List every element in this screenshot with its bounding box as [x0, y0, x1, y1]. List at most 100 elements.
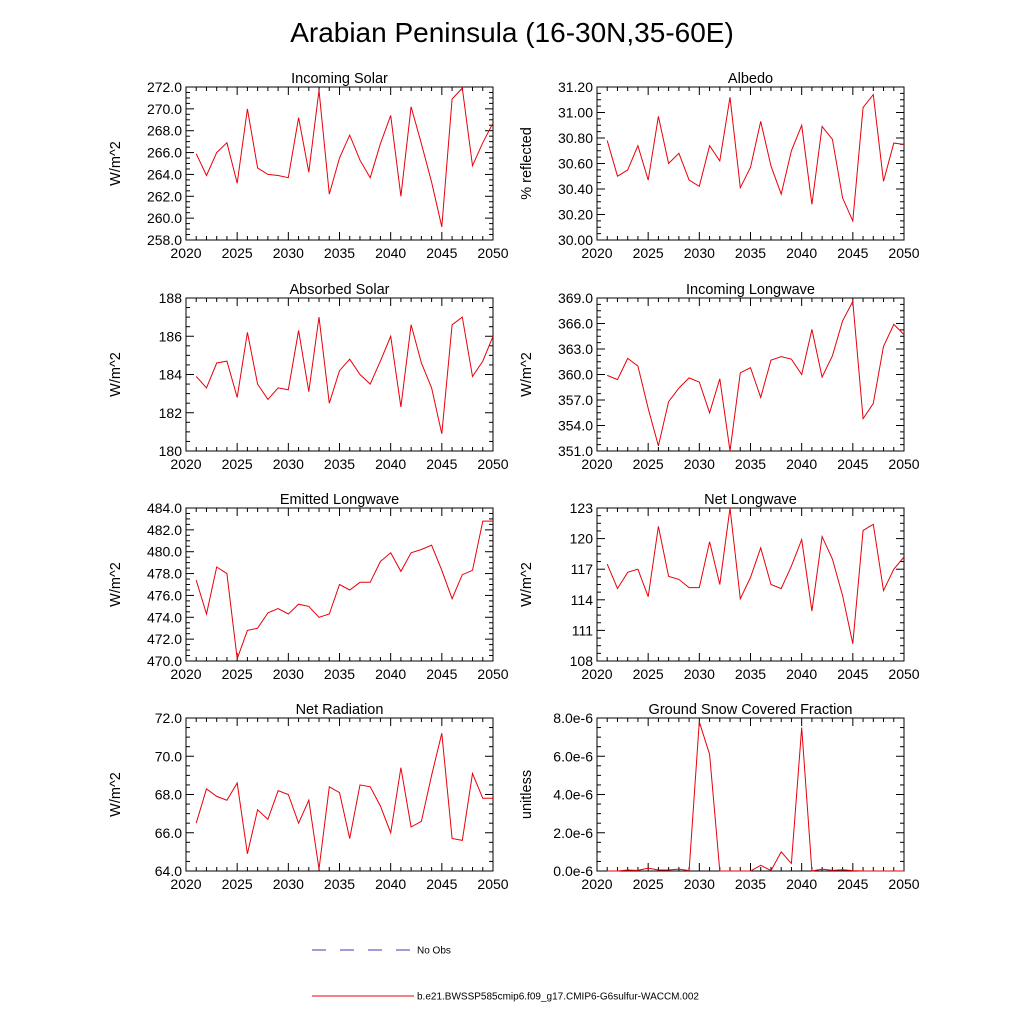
x-tick-label: 2035: [324, 456, 355, 472]
panel-6: 2020 2025 2030 2035 2040 2045 2050 108 111 114 117…: [519, 492, 920, 682]
y-tick-label: 272.0: [147, 79, 182, 95]
y-tick-label: 68.0: [155, 787, 182, 803]
y-tick-label: 30.20: [558, 207, 593, 223]
y-tick-label: 369.0: [558, 290, 593, 306]
x-tick-label: 2040: [786, 245, 817, 261]
x-tick-label: 2050: [888, 245, 919, 261]
x-tick-label: 2040: [375, 666, 406, 682]
y-tick-label: 72.0: [155, 710, 182, 726]
y-tick-label: 354.0: [558, 418, 593, 434]
panel-title: Net Radiation: [296, 702, 384, 718]
x-tick-label: 2040: [375, 456, 406, 472]
y-axis-label: W/m^2: [108, 141, 124, 186]
y-tick-label: 476.0: [147, 587, 182, 603]
x-tick-label: 2020: [170, 876, 201, 892]
y-tick-label: 31.00: [558, 105, 593, 121]
y-axis-label: W/m^2: [108, 562, 124, 607]
x-tick-label: 2020: [170, 666, 201, 682]
panel-title: Incoming Longwave: [686, 282, 815, 298]
y-tick-label: 360.0: [558, 367, 593, 383]
legend-model-label: b.e21.BWSSP585cmip6.f09_g17.CMIP6-G6sulf…: [417, 992, 699, 1003]
y-tick-label: 366.0: [558, 316, 593, 332]
x-tick-label: 2050: [477, 245, 508, 261]
panel-8: 2020 2025 2030 2035 2040 2045 2050 0.0e-6 2.0e-6…: [519, 702, 920, 892]
series-line: [195, 733, 493, 870]
x-tick-label: 2035: [324, 876, 355, 892]
y-tick-label: 184: [159, 367, 183, 383]
x-tick-label: 2020: [581, 456, 612, 472]
x-tick-label: 2045: [426, 666, 457, 682]
y-axis-label: W/m^2: [108, 352, 124, 397]
y-tick-label: 258.0: [147, 232, 182, 248]
x-tick-label: 2045: [426, 245, 457, 261]
panel-1: 2020 2025 2030 2035 2040 2045 2050 258.0 260.0 26…: [108, 71, 509, 261]
y-tick-label: 264.0: [147, 166, 182, 182]
x-tick-label: 2045: [837, 245, 868, 261]
y-tick-label: 262.0: [147, 188, 182, 204]
y-tick-label: 484.0: [147, 500, 182, 516]
y-tick-label: 478.0: [147, 566, 182, 582]
x-tick-label: 2050: [477, 666, 508, 682]
x-tick-label: 2035: [735, 876, 766, 892]
y-tick-label: 120: [570, 531, 594, 547]
panel-3: 2020 2025 2030 2035 2040 2045 2050 180 182 184 186…: [108, 282, 509, 472]
x-tick-label: 2020: [581, 876, 612, 892]
panel-title: Emitted Longwave: [280, 492, 399, 508]
panel-4: 2020 2025 2030 2035 2040 2045 2050 351.0 354.0 35…: [519, 282, 920, 472]
y-axis-label: unitless: [519, 770, 535, 819]
x-tick-label: 2030: [684, 876, 715, 892]
x-tick-label: 2035: [324, 666, 355, 682]
y-tick-label: 111: [572, 622, 593, 638]
x-tick-label: 2050: [888, 876, 919, 892]
x-tick-label: 2025: [633, 666, 664, 682]
x-tick-label: 2030: [684, 245, 715, 261]
y-tick-label: 4.0e-6: [553, 787, 593, 803]
y-tick-label: 351.0: [558, 443, 593, 459]
y-tick-label: 472.0: [147, 631, 182, 647]
x-tick-label: 2045: [837, 456, 868, 472]
y-tick-label: 31.20: [558, 79, 593, 95]
series-line: [195, 316, 494, 434]
x-tick-label: 2050: [477, 876, 508, 892]
x-tick-label: 2025: [222, 456, 253, 472]
y-tick-label: 268.0: [147, 123, 182, 139]
y-tick-label: 0.0e-6: [553, 863, 593, 879]
panel-title: Albedo: [728, 71, 773, 87]
y-tick-label: 266.0: [147, 145, 182, 161]
y-tick-label: 480.0: [147, 544, 182, 560]
x-tick-label: 2025: [222, 666, 253, 682]
x-tick-label: 2020: [170, 456, 201, 472]
x-tick-label: 2045: [837, 876, 868, 892]
x-tick-label: 2030: [273, 456, 304, 472]
plot-frame: [596, 717, 905, 872]
x-tick-label: 2040: [786, 456, 817, 472]
x-tick-label: 2040: [786, 876, 817, 892]
figure-title: Arabian Peninsula (16-30N,35-60E): [290, 17, 734, 48]
x-tick-label: 2030: [684, 666, 715, 682]
y-axis-label: % reflected: [519, 127, 535, 200]
y-tick-label: 182: [159, 405, 183, 421]
y-tick-label: 2.0e-6: [553, 825, 593, 841]
x-tick-label: 2050: [888, 456, 919, 472]
plot-frame: [596, 297, 905, 452]
y-axis-label: W/m^2: [108, 772, 124, 817]
x-tick-label: 2025: [633, 876, 664, 892]
panel-title: Incoming Solar: [291, 71, 388, 87]
panel-title: Ground Snow Covered Fraction: [649, 702, 853, 718]
x-tick-label: 2030: [273, 876, 304, 892]
y-tick-label: 117: [571, 561, 594, 577]
y-tick-label: 188: [159, 290, 183, 306]
y-tick-label: 8.0e-6: [553, 710, 593, 726]
series-line: [606, 93, 905, 223]
y-axis-label: W/m^2: [519, 352, 535, 397]
x-tick-label: 2045: [426, 456, 457, 472]
y-tick-label: 70.0: [155, 748, 182, 764]
x-tick-label: 2020: [170, 245, 201, 261]
y-axis-label: W/m^2: [519, 562, 535, 607]
x-tick-label: 2040: [786, 666, 817, 682]
x-tick-label: 2025: [222, 876, 253, 892]
panel-7: 2020 2025 2030 2035 2040 2045 2050 64.0 66.0 68.0…: [108, 702, 509, 892]
x-tick-label: 2025: [222, 245, 253, 261]
x-tick-label: 2020: [581, 666, 612, 682]
y-tick-label: 30.00: [558, 232, 593, 248]
